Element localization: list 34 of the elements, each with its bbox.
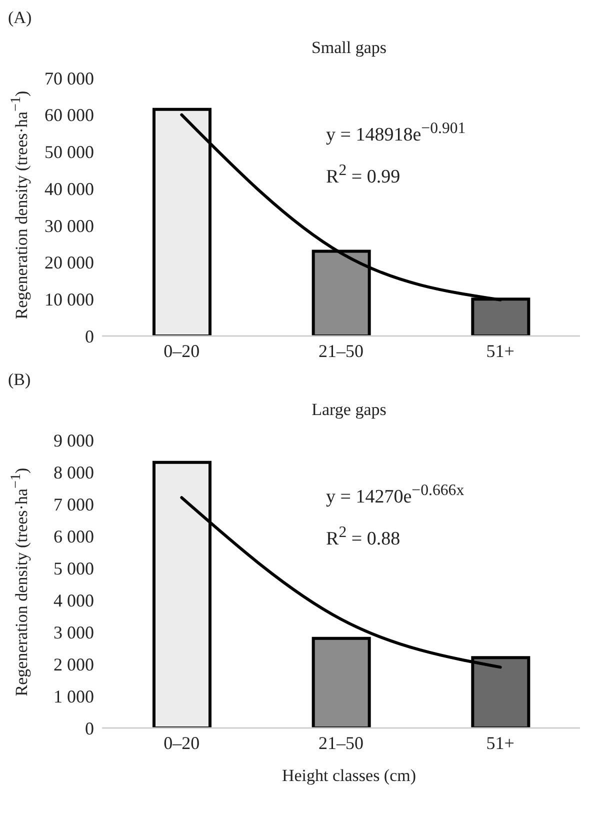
y-tick-label: 20 000 bbox=[44, 252, 94, 273]
y-tick-label: 3 000 bbox=[54, 622, 94, 642]
y-tick-label: 40 000 bbox=[44, 178, 94, 199]
y-tick-label: 5 000 bbox=[54, 558, 94, 578]
y-tick-label: 70 000 bbox=[44, 68, 94, 88]
annotation: y = 148918e$^{−0.901}$ bbox=[326, 120, 466, 146]
x-tick-label: 51+ bbox=[486, 732, 514, 753]
y-tick-label: 7 000 bbox=[54, 494, 94, 514]
annotation: R$^{2}$ = 0.88 bbox=[326, 524, 400, 550]
y-tick-label: 1 000 bbox=[54, 686, 94, 706]
y-tick-label: 60 000 bbox=[44, 105, 94, 126]
y-tick-label: 10 000 bbox=[44, 290, 94, 310]
x-tick-label: 0–20 bbox=[164, 340, 200, 361]
chart-title: Small gaps bbox=[310, 38, 388, 58]
x-tick-label: 21–50 bbox=[318, 340, 364, 361]
x-tick-label: 51+ bbox=[486, 340, 514, 361]
text: (A) bbox=[8, 8, 32, 28]
annotation: y = 14270e$^{−0.666x}$ bbox=[326, 482, 464, 508]
y-tick-label: 4 000 bbox=[54, 590, 94, 610]
annotation: R$^{2}$ = 0.99 bbox=[326, 162, 400, 188]
y-tick-label: 6 000 bbox=[54, 526, 94, 546]
y-tick-label: 8 000 bbox=[54, 462, 94, 482]
chart-title: Large gaps bbox=[310, 400, 388, 420]
text: (B) bbox=[8, 370, 31, 390]
x-axis-title: Height classes (cm) bbox=[280, 766, 418, 786]
bar bbox=[312, 636, 371, 728]
y-tick-label: 2 000 bbox=[54, 654, 94, 674]
x-tick-label: 0–20 bbox=[164, 732, 200, 753]
x-tick-label: 21–50 bbox=[318, 732, 364, 753]
y-tick-label: 9 000 bbox=[54, 430, 94, 450]
y-tick-label: 50 000 bbox=[44, 142, 94, 162]
y-tick-label: 30 000 bbox=[44, 216, 94, 236]
y-tick-label: 0 bbox=[85, 326, 94, 346]
y-tick-label: 0 bbox=[85, 718, 94, 738]
